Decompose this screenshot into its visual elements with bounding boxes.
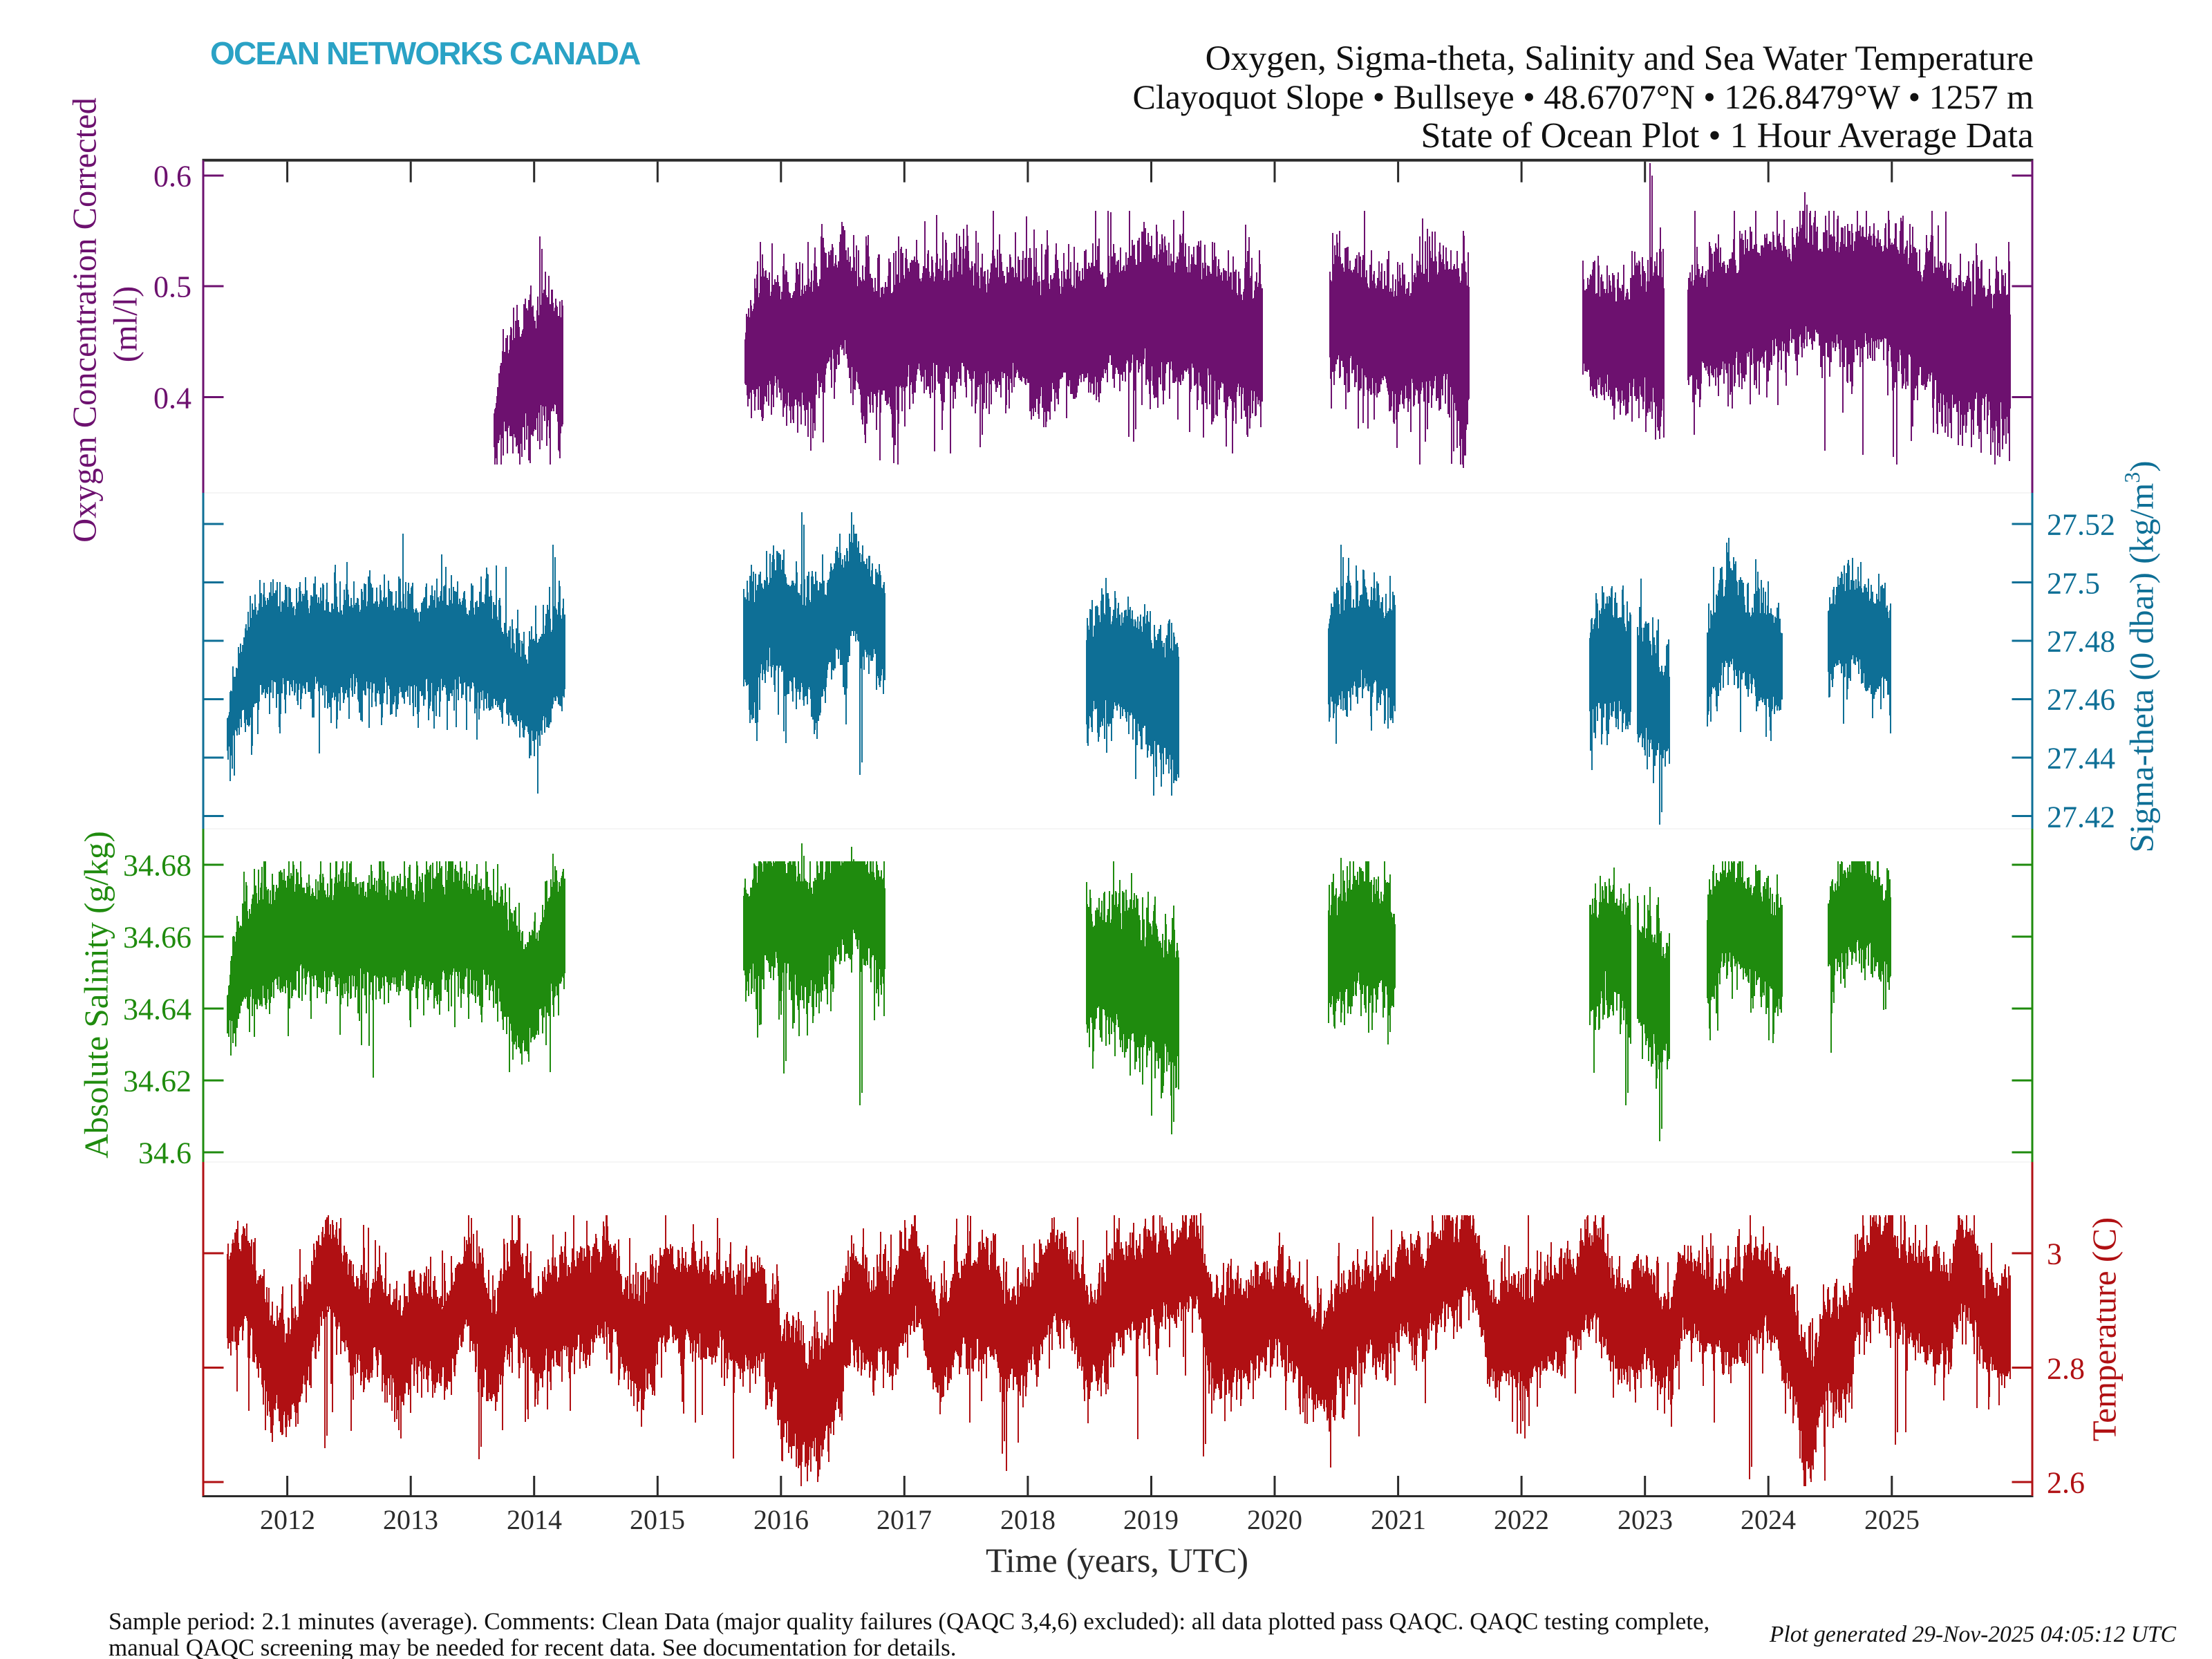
svg-text:2016: 2016 [753,1504,809,1535]
svg-text:2024: 2024 [1741,1504,1796,1535]
svg-text:Time (years, UTC): Time (years, UTC) [986,1541,1248,1580]
svg-text:34.64: 34.64 [123,993,191,1027]
svg-text:Clayoquot Slope • Bullseye • 4: Clayoquot Slope • Bullseye • 48.6707°N •… [1133,77,2034,116]
svg-text:0.4: 0.4 [153,382,191,415]
svg-text:2012: 2012 [260,1504,315,1535]
svg-text:0.5: 0.5 [153,270,191,304]
svg-text:Oxygen Concentration Corrected: Oxygen Concentration Corrected [67,97,104,543]
svg-text:Temperature (C): Temperature (C) [2086,1217,2124,1441]
svg-text:2.6: 2.6 [2047,1466,2085,1500]
svg-text:2022: 2022 [1494,1504,1549,1535]
svg-text:2.8: 2.8 [2047,1352,2085,1386]
svg-text:2018: 2018 [1000,1504,1056,1535]
svg-text:2025: 2025 [1864,1504,1920,1535]
svg-text:34.68: 34.68 [123,849,191,883]
svg-text:27.42: 27.42 [2047,800,2115,834]
svg-text:2013: 2013 [383,1504,438,1535]
svg-text:Absolute Salinity (g/kg): Absolute Salinity (g/kg) [77,831,115,1159]
svg-text:0.6: 0.6 [153,160,191,194]
svg-text:OCEAN NETWORKS CANADA: OCEAN NETWORKS CANADA [210,35,640,71]
svg-text:3: 3 [2047,1237,2062,1271]
svg-text:2019: 2019 [1123,1504,1179,1535]
svg-text:State of Ocean Plot • 1 Hour A: State of Ocean Plot • 1 Hour Average Dat… [1421,116,2034,156]
svg-text:2015: 2015 [630,1504,685,1535]
svg-text:34.66: 34.66 [123,921,191,955]
svg-text:27.46: 27.46 [2047,683,2115,717]
svg-text:27.5: 27.5 [2047,567,2100,601]
svg-text:34.6: 34.6 [138,1136,191,1170]
svg-text:2020: 2020 [1247,1504,1302,1535]
svg-text:manual QAQC screening may be n: manual QAQC screening may be needed for … [109,1634,957,1659]
svg-text:27.48: 27.48 [2047,625,2115,659]
svg-text:2017: 2017 [877,1504,932,1535]
svg-text:2023: 2023 [1618,1504,1673,1535]
svg-text:27.52: 27.52 [2047,508,2115,542]
svg-text:2021: 2021 [1371,1504,1426,1535]
svg-text:(ml/l): (ml/l) [108,286,144,362]
svg-text:34.62: 34.62 [123,1065,191,1098]
svg-text:2014: 2014 [507,1504,562,1535]
svg-text:Sigma-theta (0 dbar) (kg/m3): Sigma-theta (0 dbar) (kg/m3) [2119,460,2161,852]
svg-text:27.44: 27.44 [2047,742,2115,776]
svg-text:Oxygen, Sigma-theta, Salinity: Oxygen, Sigma-theta, Salinity and Sea Wa… [1206,39,2034,78]
svg-text:Sample period: 2.1 minutes (av: Sample period: 2.1 minutes (average). Co… [109,1608,1709,1635]
svg-text:Plot generated 29-Nov-2025 04:: Plot generated 29-Nov-2025 04:05:12 UTC [1769,1622,2177,1647]
